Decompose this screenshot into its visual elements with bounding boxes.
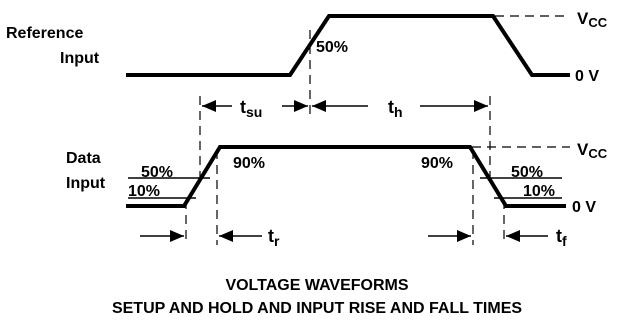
data-vcc-label: VCC	[577, 140, 608, 161]
data-label-line1: Data	[66, 150, 101, 167]
reference-waveform	[126, 14, 570, 77]
tf-arrow-head-left	[457, 230, 471, 242]
caption-line2: SETUP AND HOLD AND INPUT RISE AND FALL T…	[112, 300, 522, 317]
reference-vcc-label: VCC	[577, 9, 608, 30]
tf-arrow-head-right	[506, 230, 520, 242]
data-label-line2: Input	[66, 175, 106, 192]
rise-10-label: 10%	[128, 183, 160, 200]
fall-10-label: 10%	[523, 183, 555, 200]
reference-50-label: 50%	[316, 39, 348, 56]
data-zero-label: 0 V	[572, 199, 596, 216]
tr-arrow-head-right	[219, 230, 233, 242]
reference-label-line1: Reference	[6, 25, 83, 42]
th-arrow-head-right	[474, 100, 488, 112]
tf-label: tf	[556, 226, 567, 249]
data-waveform	[126, 145, 566, 208]
fall-90-label: 90%	[421, 155, 453, 172]
tsu-label: tsu	[240, 97, 262, 120]
tr-arrow-head-left	[170, 230, 184, 242]
tsu-arrow-head-left	[202, 100, 216, 112]
rise-90-label: 90%	[233, 155, 265, 172]
tr-label: tr	[268, 226, 280, 249]
rise-50-label: 50%	[141, 164, 173, 181]
th-arrow-head-left	[312, 100, 326, 112]
caption-line1: VOLTAGE WAVEFORMS	[225, 277, 408, 294]
reference-zero-label: 0 V	[575, 68, 599, 85]
tsu-arrow-head-right	[294, 100, 308, 112]
th-label: th	[388, 97, 403, 120]
reference-label-line2: Input	[60, 50, 100, 67]
fall-50-label: 50%	[511, 164, 543, 181]
